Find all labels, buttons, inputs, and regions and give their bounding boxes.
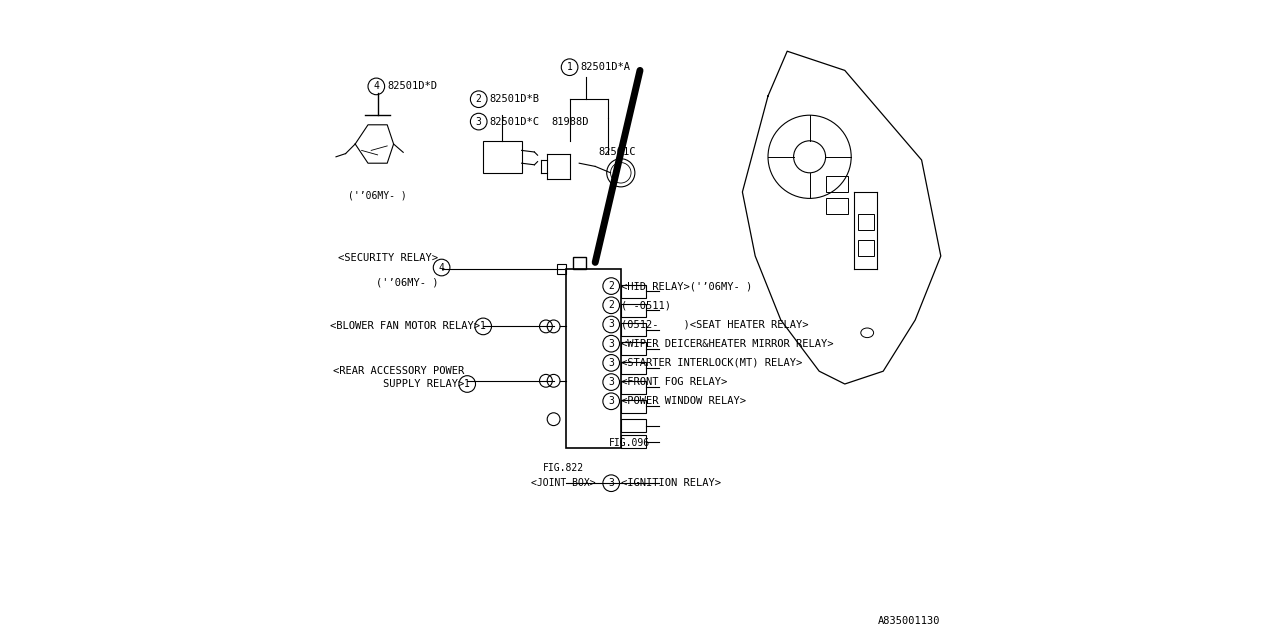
Text: 1: 1 [465,379,470,389]
Bar [621,400,646,413]
Text: 3: 3 [608,358,614,368]
Text: 2: 2 [608,300,614,310]
Text: <FRONT FOG RELAY>: <FRONT FOG RELAY> [621,377,727,387]
Bar [826,198,849,214]
Text: ( -0511): ( -0511) [621,300,671,310]
Text: 3: 3 [476,116,481,127]
Bar [621,285,646,298]
Bar [621,435,646,448]
Bar [826,176,849,192]
Bar [484,141,522,173]
Text: 81988D: 81988D [552,116,589,127]
Text: 82501C: 82501C [599,147,636,157]
Text: FIG.822: FIG.822 [543,463,584,474]
Text: <REAR ACCESSORY POWER: <REAR ACCESSORY POWER [333,366,465,376]
Bar [621,362,646,374]
Text: <SECURITY RELAY>: <SECURITY RELAY> [338,253,438,263]
Text: 3: 3 [608,377,614,387]
Text: FIG.096: FIG.096 [609,438,650,448]
Text: <HID RELAY>('’06MY- ): <HID RELAY>('’06MY- ) [621,281,753,291]
Bar [621,323,646,336]
Text: 82501D*B: 82501D*B [490,94,540,104]
Text: 82501D*D: 82501D*D [387,81,438,92]
Text: 2: 2 [476,94,481,104]
Text: 3: 3 [608,339,614,349]
Bar [621,304,646,317]
Bar [621,342,646,355]
Bar [557,264,566,274]
Text: 82501D*A: 82501D*A [581,62,631,72]
Text: 1: 1 [480,321,486,332]
Text: <JOINT BOX>: <JOINT BOX> [531,478,595,488]
Bar [858,214,874,230]
Text: 4: 4 [374,81,379,92]
Bar [566,269,621,448]
Text: ('’06MY- ): ('’06MY- ) [376,278,438,288]
Bar [621,419,646,432]
Text: <POWER WINDOW RELAY>: <POWER WINDOW RELAY> [621,396,746,406]
Text: <WIPER DEICER&HEATER MIRROR RELAY>: <WIPER DEICER&HEATER MIRROR RELAY> [621,339,833,349]
Text: 3: 3 [608,396,614,406]
Text: 1: 1 [567,62,572,72]
Bar [573,257,585,269]
Text: <BLOWER FAN MOTOR RELAY>: <BLOWER FAN MOTOR RELAY> [330,321,480,332]
Text: <STARTER INTERLOCK(MT) RELAY>: <STARTER INTERLOCK(MT) RELAY> [621,358,803,368]
Text: 82501D*C: 82501D*C [490,116,540,127]
Text: 3: 3 [608,478,614,488]
Text: <IGNITION RELAY>: <IGNITION RELAY> [621,478,721,488]
Text: 3: 3 [608,319,614,330]
Bar [621,381,646,394]
Text: (0512-    )<SEAT HEATER RELAY>: (0512- )<SEAT HEATER RELAY> [621,319,808,330]
Text: SUPPLY RELAY>: SUPPLY RELAY> [383,379,465,389]
Text: 4: 4 [439,262,444,273]
Text: A835001130: A835001130 [878,616,940,626]
Bar [858,240,874,256]
Text: ('’06MY- ): ('’06MY- ) [348,190,407,200]
Text: 2: 2 [608,281,614,291]
